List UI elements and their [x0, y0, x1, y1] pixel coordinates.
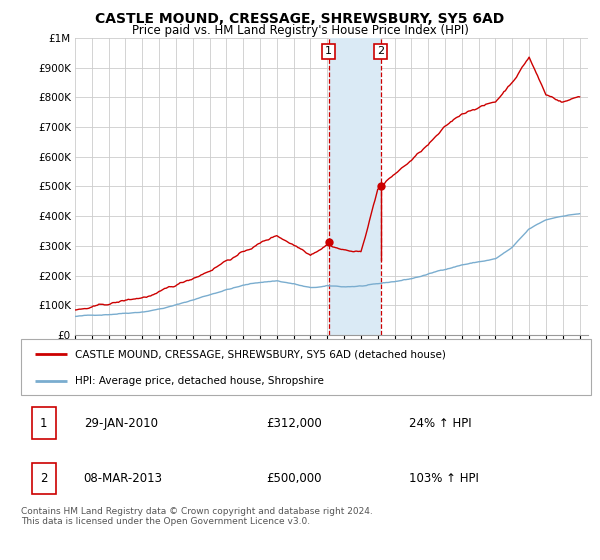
- Text: 1: 1: [40, 417, 47, 430]
- Text: 29-JAN-2010: 29-JAN-2010: [84, 417, 158, 430]
- Text: £312,000: £312,000: [266, 417, 322, 430]
- Text: 2: 2: [40, 472, 47, 485]
- Text: CASTLE MOUND, CRESSAGE, SHREWSBURY, SY5 6AD: CASTLE MOUND, CRESSAGE, SHREWSBURY, SY5 …: [95, 12, 505, 26]
- Text: 1: 1: [325, 46, 332, 57]
- Text: Price paid vs. HM Land Registry's House Price Index (HPI): Price paid vs. HM Land Registry's House …: [131, 24, 469, 37]
- Text: 103% ↑ HPI: 103% ↑ HPI: [409, 472, 478, 485]
- Text: Contains HM Land Registry data © Crown copyright and database right 2024.
This d: Contains HM Land Registry data © Crown c…: [21, 507, 373, 526]
- Bar: [329, 38, 381, 335]
- Text: 24% ↑ HPI: 24% ↑ HPI: [409, 417, 471, 430]
- FancyBboxPatch shape: [32, 407, 56, 439]
- Text: 08-MAR-2013: 08-MAR-2013: [84, 472, 163, 485]
- Text: HPI: Average price, detached house, Shropshire: HPI: Average price, detached house, Shro…: [75, 376, 324, 386]
- Text: 2: 2: [377, 46, 385, 57]
- Text: CASTLE MOUND, CRESSAGE, SHREWSBURY, SY5 6AD (detached house): CASTLE MOUND, CRESSAGE, SHREWSBURY, SY5 …: [75, 349, 446, 360]
- Text: £500,000: £500,000: [266, 472, 322, 485]
- FancyBboxPatch shape: [32, 463, 56, 494]
- FancyBboxPatch shape: [21, 339, 591, 395]
